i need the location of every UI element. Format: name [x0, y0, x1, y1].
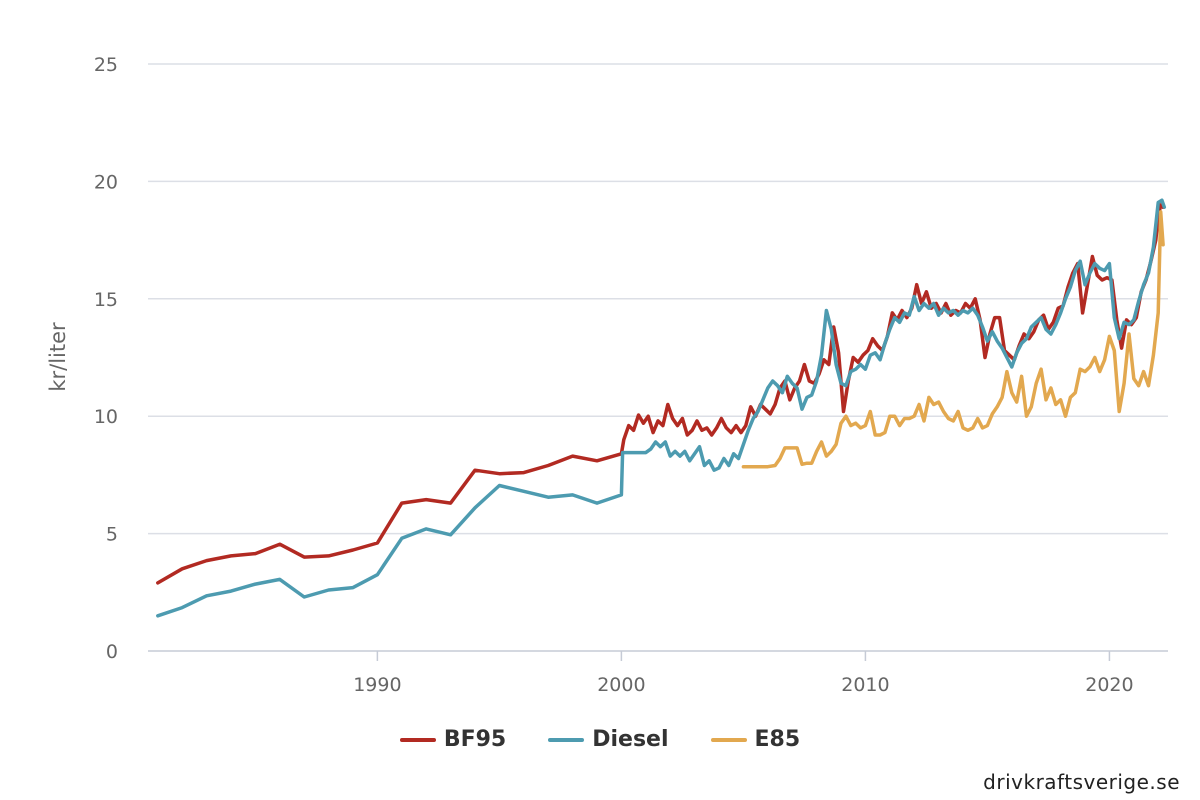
x-tick-label-1990: 1990 [353, 674, 401, 696]
y-tick-label-25: 25 [94, 54, 118, 76]
x-tick-label-2020: 2020 [1085, 674, 1133, 696]
grid-lines [148, 63, 1168, 535]
legend-label-e85: E85 [754, 727, 801, 752]
legend-swatch-bf95 [399, 737, 436, 742]
y-tick-label-0: 0 [106, 641, 118, 663]
legend-item-diesel[interactable]: Diesel [548, 727, 669, 752]
y-axis-tick-labels: 0 5 10 15 20 25 [94, 54, 118, 663]
y-tick-label-15: 15 [94, 289, 118, 311]
legend: BF95 Diesel E85 [0, 727, 1200, 752]
legend-swatch-e85 [710, 737, 747, 742]
x-axis: 1990 2000 2010 2020 [148, 650, 1168, 696]
x-tick-label-2000: 2000 [597, 674, 645, 696]
source-credit[interactable]: drivkraftsverige.se [983, 770, 1180, 794]
y-tick-label-5: 5 [106, 524, 118, 546]
y-axis-title: kr/liter [46, 322, 70, 392]
legend-swatch-diesel [548, 737, 585, 742]
legend-item-e85[interactable]: E85 [710, 727, 801, 752]
y-tick-label-10: 10 [94, 406, 118, 428]
legend-label-bf95: BF95 [443, 727, 507, 752]
series-lines [156, 198, 1167, 618]
legend-item-bf95[interactable]: BF95 [399, 727, 507, 752]
series-line-diesel [156, 198, 1167, 618]
legend-label-diesel: Diesel [592, 727, 669, 752]
y-tick-label-20: 20 [94, 171, 118, 193]
x-tick-label-2010: 2010 [841, 674, 889, 696]
series-line-e85 [741, 210, 1165, 469]
